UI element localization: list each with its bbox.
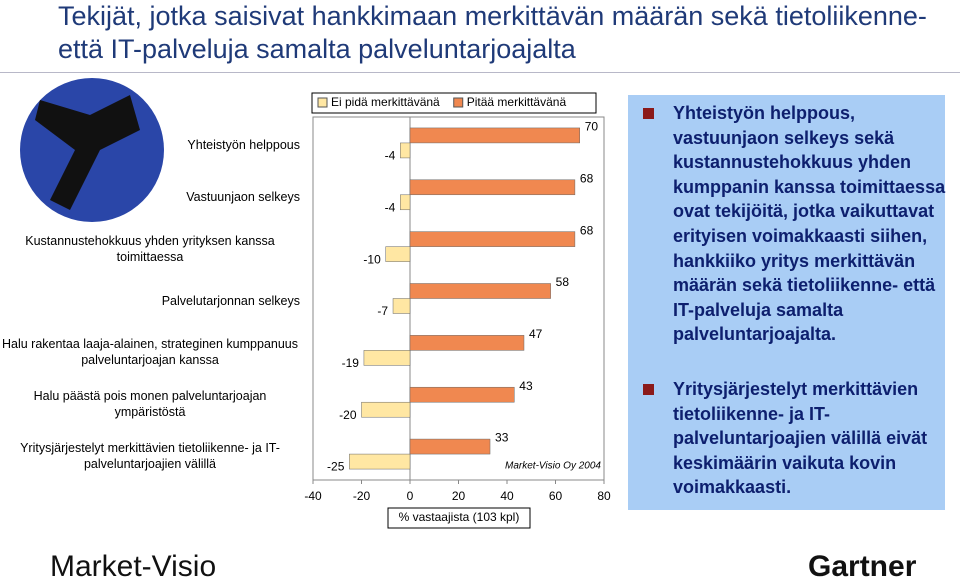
bar: [363, 350, 411, 366]
category-label: Halu päästä pois monen palveluntarjoajan…: [0, 388, 300, 420]
bar: [392, 298, 411, 314]
data-label: -7: [377, 304, 388, 318]
bullet: Yhteistyön helppous, vastuunjaon selkeys…: [643, 101, 953, 347]
data-label: 68: [580, 171, 594, 185]
bar: [409, 231, 576, 247]
category-label: Kustannustehokkuus yhden yrityksen kanss…: [0, 233, 300, 265]
bar: [409, 438, 491, 455]
category-text: Halu rakentaa laaja-alainen, strateginen…: [1, 337, 299, 368]
data-label: -4: [385, 200, 396, 214]
bar: [400, 142, 411, 159]
x-tick-label: -40: [304, 489, 322, 503]
x-tick-label: 80: [597, 489, 611, 503]
data-label: 68: [580, 223, 594, 237]
data-label: -20: [339, 408, 357, 422]
divider: [0, 72, 960, 73]
xlabel-box: [387, 507, 531, 529]
bar: [409, 335, 525, 351]
data-label: 70: [585, 120, 599, 134]
bar: [409, 127, 580, 144]
data-label: -10: [363, 252, 381, 266]
category-label: Palvelutarjonnan selkeys: [0, 293, 300, 309]
bar: [385, 246, 411, 262]
text-panel: Yhteistyön helppous, vastuunjaon selkeys…: [628, 95, 945, 510]
x-tick-label: 40: [500, 489, 514, 503]
category-text: Halu päästä pois monen palveluntarjoajan…: [33, 389, 267, 420]
x-tick-label: -20: [353, 489, 371, 503]
decor-runner: [35, 95, 140, 210]
data-label: 43: [519, 379, 533, 393]
data-label: -4: [385, 149, 396, 163]
x-tick-label: 0: [407, 489, 414, 503]
bullet: Yritysjärjestelyt merkittävien tietoliik…: [643, 377, 953, 500]
category-label: Yritysjärjestelyt merkittävien tietoliik…: [0, 440, 300, 472]
bar: [361, 401, 411, 418]
data-label: 47: [529, 327, 543, 341]
category-label: Yhteistyön helppous: [0, 137, 300, 153]
logo: Market-Visio: [50, 550, 217, 583]
bar: [349, 453, 411, 470]
legend-swatch: [453, 97, 464, 108]
data-label: 33: [495, 431, 509, 445]
x-tick-label: 20: [452, 489, 466, 503]
bar: [409, 283, 551, 299]
bar: [409, 179, 576, 196]
legend-swatch: [317, 97, 328, 108]
bar: [409, 386, 515, 403]
category-text: Vastuunjaon selkeys: [186, 189, 300, 204]
data-label: -25: [327, 460, 345, 474]
category-label: Halu rakentaa laaja-alainen, strateginen…: [0, 336, 300, 368]
data-label: 58: [556, 275, 570, 289]
slide-title: Tekijät, jotka saisivat hankkimaan merki…: [58, 1, 927, 64]
x-axis-label: % vastaajista (103 kpl): [399, 510, 520, 524]
bar: [400, 194, 411, 211]
x-tick-label: 60: [549, 489, 563, 503]
annotation: Market-Visio Oy 2004: [505, 461, 601, 472]
legend-label: Ei pidä merkittävänä: [331, 95, 440, 109]
category-text: Yritysjärjestelyt merkittävien tietoliik…: [20, 441, 280, 472]
category-text: Yhteistyön helppous: [187, 137, 300, 152]
data-label: -19: [342, 356, 360, 370]
legend-label: Pitää merkittävänä: [467, 95, 567, 109]
category-text: Palvelutarjonnan selkeys: [161, 293, 300, 308]
category-label: Vastuunjaon selkeys: [0, 189, 300, 205]
logo: Gartner: [808, 550, 917, 583]
category-text: Kustannustehokkuus yhden yrityksen kanss…: [25, 233, 275, 264]
